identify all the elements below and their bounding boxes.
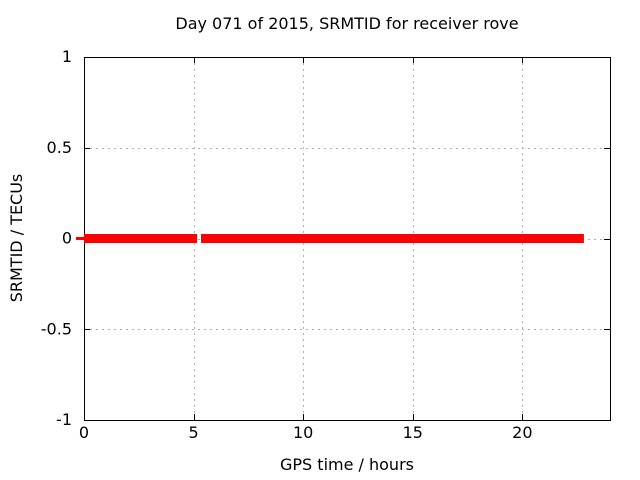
x-axis-label: GPS time / hours [280, 455, 414, 474]
chart-title: Day 071 of 2015, SRMTID for receiver rov… [175, 14, 518, 33]
x-tick-label: 15 [403, 423, 423, 442]
x-tick-label: 0 [79, 423, 89, 442]
y-tick-label: 0.5 [47, 138, 72, 157]
x-tick-label: 20 [512, 423, 532, 442]
y-tick-label: -0.5 [41, 319, 72, 338]
tick-label-layer: 0 5 10 15 20 -1 -0.5 0 0.5 1 [41, 47, 533, 442]
y-axis-label: SRMTID / TECUs [7, 174, 26, 303]
y-tick-label: 0 [62, 229, 72, 248]
y-tick-label: -1 [56, 410, 72, 429]
x-tick-label: 10 [293, 423, 313, 442]
y-tick-label: 1 [62, 47, 72, 66]
x-tick-label: 5 [188, 423, 198, 442]
